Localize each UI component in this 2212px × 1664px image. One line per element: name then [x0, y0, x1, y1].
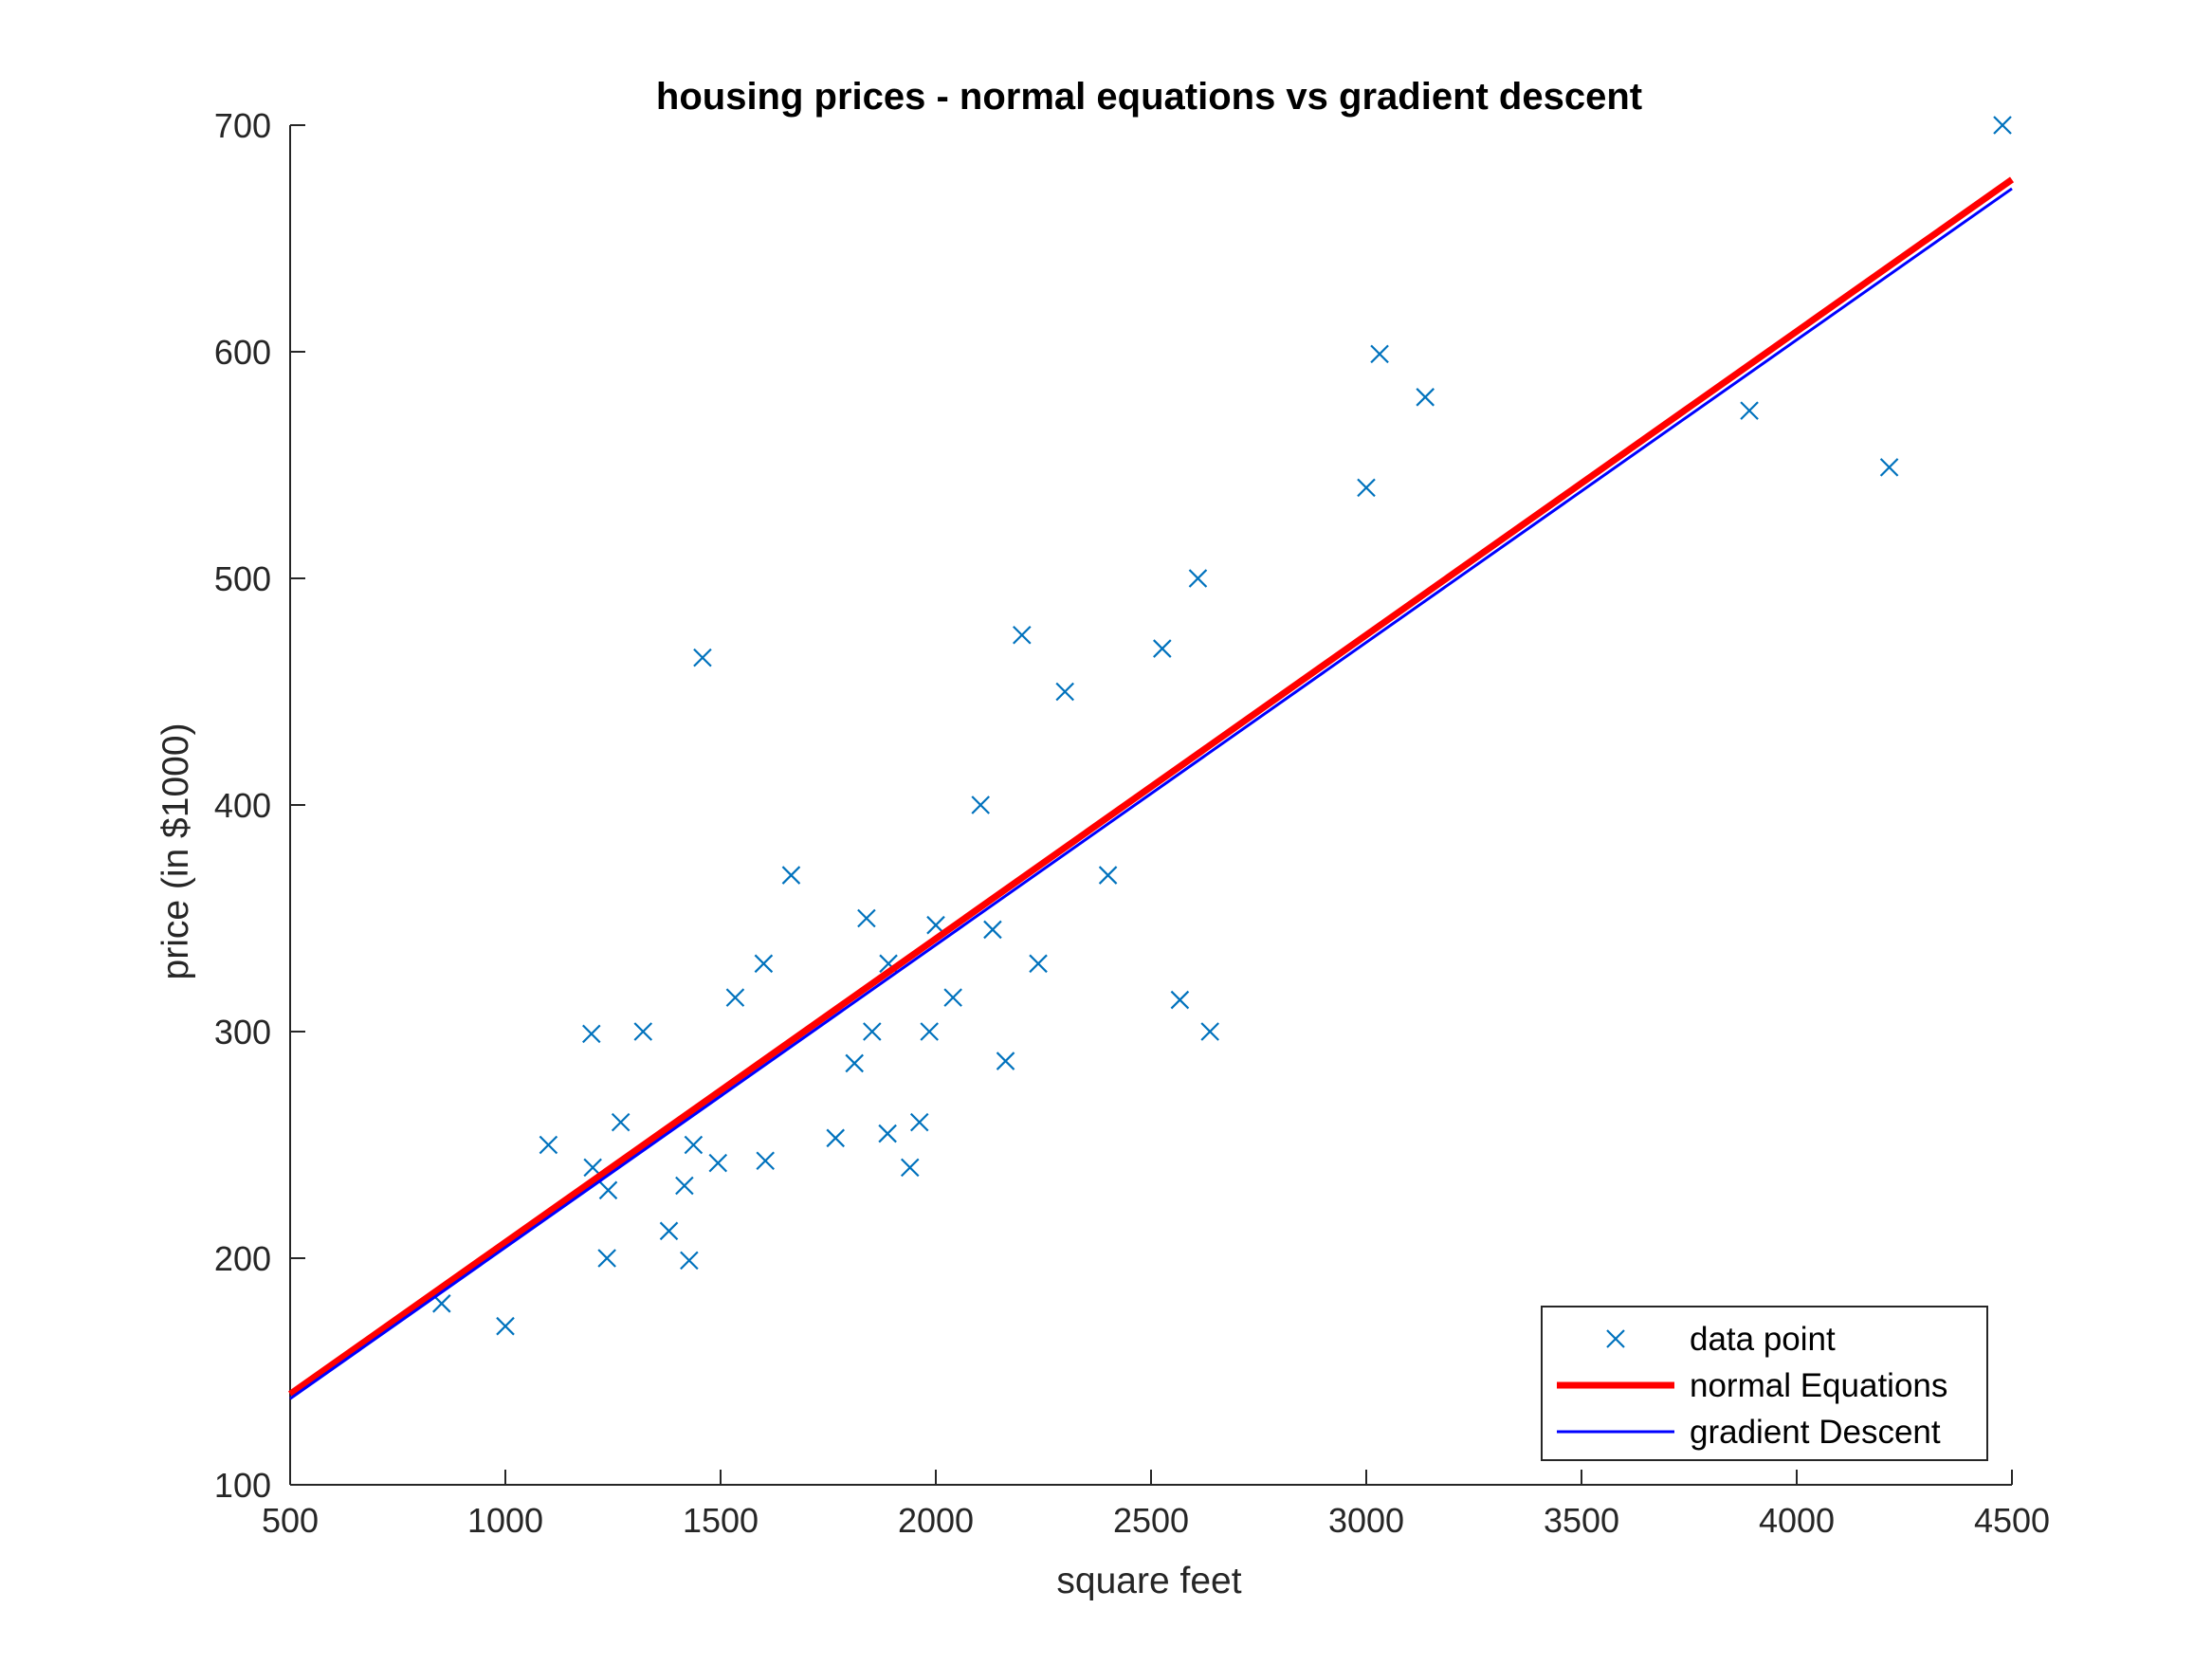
- data-point-marker: [539, 1135, 558, 1155]
- scatter-series-data-point: [432, 116, 2012, 1336]
- y-tick-label: 200: [214, 1239, 271, 1278]
- x-axis-label: square feet: [1056, 1561, 1241, 1601]
- data-point-marker: [826, 1128, 845, 1148]
- y-tick-label: 100: [214, 1466, 271, 1505]
- legend-marker-data-point: [1606, 1329, 1625, 1348]
- x-tick-label: 1000: [467, 1501, 543, 1540]
- data-point-marker: [597, 1249, 616, 1268]
- data-point-marker: [725, 988, 745, 1007]
- x-tick-label: 4500: [1974, 1501, 2050, 1540]
- data-point-marker: [1740, 401, 1759, 420]
- x-tick-label: 500: [262, 1501, 319, 1540]
- data-point-marker: [983, 920, 1002, 940]
- data-point-marker: [1993, 116, 2012, 135]
- ticks: 500 1000 1500 2000 2500 3000 3500 4000 4500 100 20…: [214, 106, 2050, 1540]
- data-point-marker: [909, 1112, 929, 1132]
- data-point-marker: [1098, 866, 1118, 885]
- x-tick-label: 3500: [1544, 1501, 1619, 1540]
- data-point-marker: [756, 1151, 775, 1171]
- data-point-marker: [659, 1221, 679, 1241]
- data-point-marker: [693, 648, 712, 667]
- y-tick-label: 600: [214, 333, 271, 372]
- y-axis-label: price (in $1000): [155, 723, 196, 980]
- data-point-marker: [943, 988, 962, 1007]
- data-point-marker: [633, 1022, 653, 1041]
- data-point-marker: [1879, 458, 1899, 477]
- data-point-marker: [1188, 569, 1208, 588]
- x-tick-label: 2500: [1113, 1501, 1189, 1540]
- data-point-marker: [611, 1112, 631, 1132]
- data-point-marker: [582, 1024, 601, 1044]
- normal-equations-line: [287, 176, 2015, 1398]
- y-tick-label: 700: [214, 106, 271, 145]
- data-point-marker: [1370, 344, 1389, 364]
- legend-label-gradient-descent: gradient Descent: [1690, 1414, 1941, 1451]
- data-point-marker: [920, 1022, 939, 1041]
- legend-label-data-point: data point: [1690, 1321, 1836, 1358]
- y-tick-label: 500: [214, 559, 271, 598]
- data-point-marker: [598, 1180, 618, 1200]
- y-tick-label: 400: [214, 786, 271, 825]
- legend-label-normal-equations: normal Equations: [1690, 1367, 1947, 1404]
- data-point-marker: [754, 954, 774, 974]
- data-point-marker: [781, 866, 801, 885]
- data-point-marker: [1170, 990, 1190, 1010]
- legend: data point normal Equations gradient Desce…: [1541, 1306, 1988, 1461]
- data-point-marker: [1013, 625, 1032, 645]
- data-point-marker: [680, 1251, 699, 1271]
- data-point-marker: [1357, 478, 1376, 498]
- x-tick-label: 2000: [898, 1501, 974, 1540]
- data-point-marker: [1029, 954, 1048, 974]
- data-point-marker: [857, 908, 876, 928]
- chart-title: housing prices - normal equations vs gra…: [656, 76, 1642, 118]
- data-point-marker: [1153, 639, 1172, 658]
- data-point-marker: [684, 1135, 704, 1155]
- x-tick-label: 3000: [1328, 1501, 1404, 1540]
- data-point-marker: [878, 1124, 897, 1143]
- data-point-marker: [1200, 1022, 1219, 1041]
- gradient-descent-line: [289, 187, 2013, 1400]
- data-point-marker: [1416, 388, 1435, 407]
- x-tick-label: 1500: [683, 1501, 759, 1540]
- data-point-marker: [845, 1053, 864, 1073]
- data-point-marker: [496, 1316, 515, 1336]
- data-point-marker: [1055, 682, 1074, 702]
- y-tick-label: 300: [214, 1013, 271, 1051]
- plot-data: [287, 116, 2015, 1400]
- data-point-marker: [900, 1158, 920, 1178]
- data-point-marker: [675, 1176, 694, 1196]
- data-point-marker: [863, 1022, 882, 1041]
- data-point-marker: [708, 1153, 728, 1173]
- data-point-marker: [971, 795, 990, 814]
- x-tick-label: 4000: [1759, 1501, 1835, 1540]
- data-point-marker: [996, 1051, 1015, 1070]
